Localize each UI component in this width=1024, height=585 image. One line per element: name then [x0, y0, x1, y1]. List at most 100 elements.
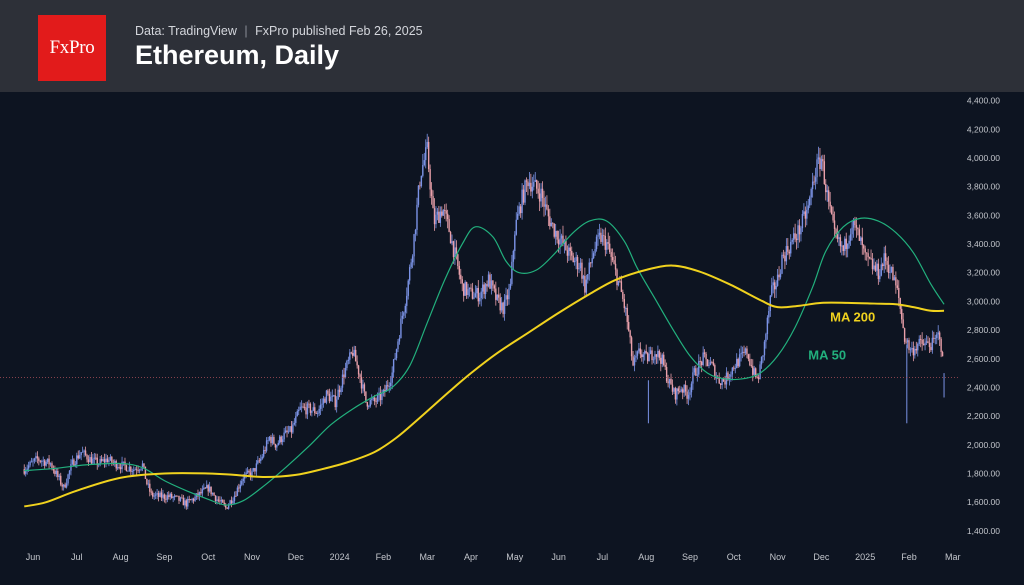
candle	[906, 338, 909, 349]
candle	[677, 386, 680, 395]
candle	[839, 234, 842, 253]
candle	[26, 464, 28, 475]
candle	[781, 252, 783, 275]
candle	[721, 377, 723, 390]
candle	[271, 433, 274, 446]
candle	[187, 496, 189, 510]
candle	[595, 234, 598, 252]
candle	[699, 356, 701, 368]
candle	[46, 458, 49, 464]
candle	[112, 459, 114, 466]
candle	[858, 224, 861, 241]
candle	[752, 359, 754, 382]
candle	[614, 255, 617, 276]
candle	[747, 353, 750, 362]
candle	[804, 206, 807, 228]
candle	[794, 223, 796, 243]
candle	[895, 271, 897, 294]
candle	[172, 496, 174, 503]
candle	[552, 222, 554, 229]
candle	[578, 262, 580, 274]
candle	[255, 460, 258, 476]
candle	[598, 223, 601, 240]
candle	[627, 315, 630, 332]
candle	[925, 335, 928, 346]
candle	[645, 344, 647, 355]
candle	[737, 357, 739, 368]
candle	[451, 234, 453, 246]
candle	[181, 494, 183, 499]
candle	[223, 499, 225, 507]
candle	[90, 452, 93, 465]
candle	[826, 184, 828, 202]
candle	[480, 287, 482, 307]
candle	[48, 455, 50, 470]
candle	[233, 491, 236, 505]
candle	[673, 387, 675, 394]
candle	[538, 183, 541, 212]
candle	[778, 266, 780, 281]
candle	[882, 262, 884, 271]
candle	[217, 496, 220, 503]
x-tick-label: Dec	[813, 552, 830, 562]
candle	[772, 276, 774, 294]
candle	[909, 347, 912, 357]
candle	[461, 276, 463, 292]
candle	[394, 352, 396, 361]
candle	[689, 387, 691, 401]
x-tick-label: 2024	[330, 552, 350, 562]
candle	[460, 268, 462, 284]
candle	[340, 385, 342, 395]
candle	[25, 466, 27, 477]
candle	[60, 472, 62, 487]
candle	[838, 231, 840, 246]
candle	[210, 486, 212, 497]
candle	[765, 332, 767, 349]
candle	[55, 467, 58, 478]
candle	[281, 435, 284, 446]
candle	[693, 365, 696, 376]
candle	[800, 226, 802, 242]
annotations-layer: MA 200 MA 50	[808, 309, 875, 362]
candle	[325, 389, 328, 405]
candle	[464, 280, 466, 296]
candle	[579, 257, 582, 272]
candle	[676, 387, 678, 406]
candle	[439, 206, 442, 227]
candle	[642, 352, 644, 364]
candle	[776, 268, 779, 287]
x-tick-label: Dec	[288, 552, 305, 562]
candle	[663, 351, 665, 367]
candle	[298, 406, 300, 416]
candle	[790, 234, 792, 257]
candle	[417, 184, 420, 208]
candle	[111, 455, 113, 467]
candle	[703, 349, 706, 358]
candle	[500, 296, 503, 313]
candle	[30, 457, 33, 463]
candle	[188, 495, 190, 503]
candle	[293, 418, 296, 426]
candle	[632, 351, 634, 367]
candle	[64, 482, 66, 489]
x-tick-label: Mar	[945, 552, 961, 562]
candle	[315, 411, 317, 414]
candle	[68, 469, 71, 480]
candle	[463, 283, 465, 302]
candle	[257, 456, 259, 465]
candle	[725, 367, 728, 390]
candle	[530, 173, 532, 197]
candle	[775, 280, 777, 299]
candle	[279, 434, 281, 445]
x-tick-label: Jul	[71, 552, 83, 562]
candle	[740, 345, 742, 362]
candle	[299, 402, 301, 411]
candle	[533, 174, 535, 191]
candle	[109, 454, 112, 462]
candle	[128, 461, 131, 472]
candle	[898, 280, 900, 307]
candle	[235, 491, 237, 497]
candle	[543, 190, 545, 217]
candle	[568, 243, 570, 261]
candle	[489, 272, 491, 290]
